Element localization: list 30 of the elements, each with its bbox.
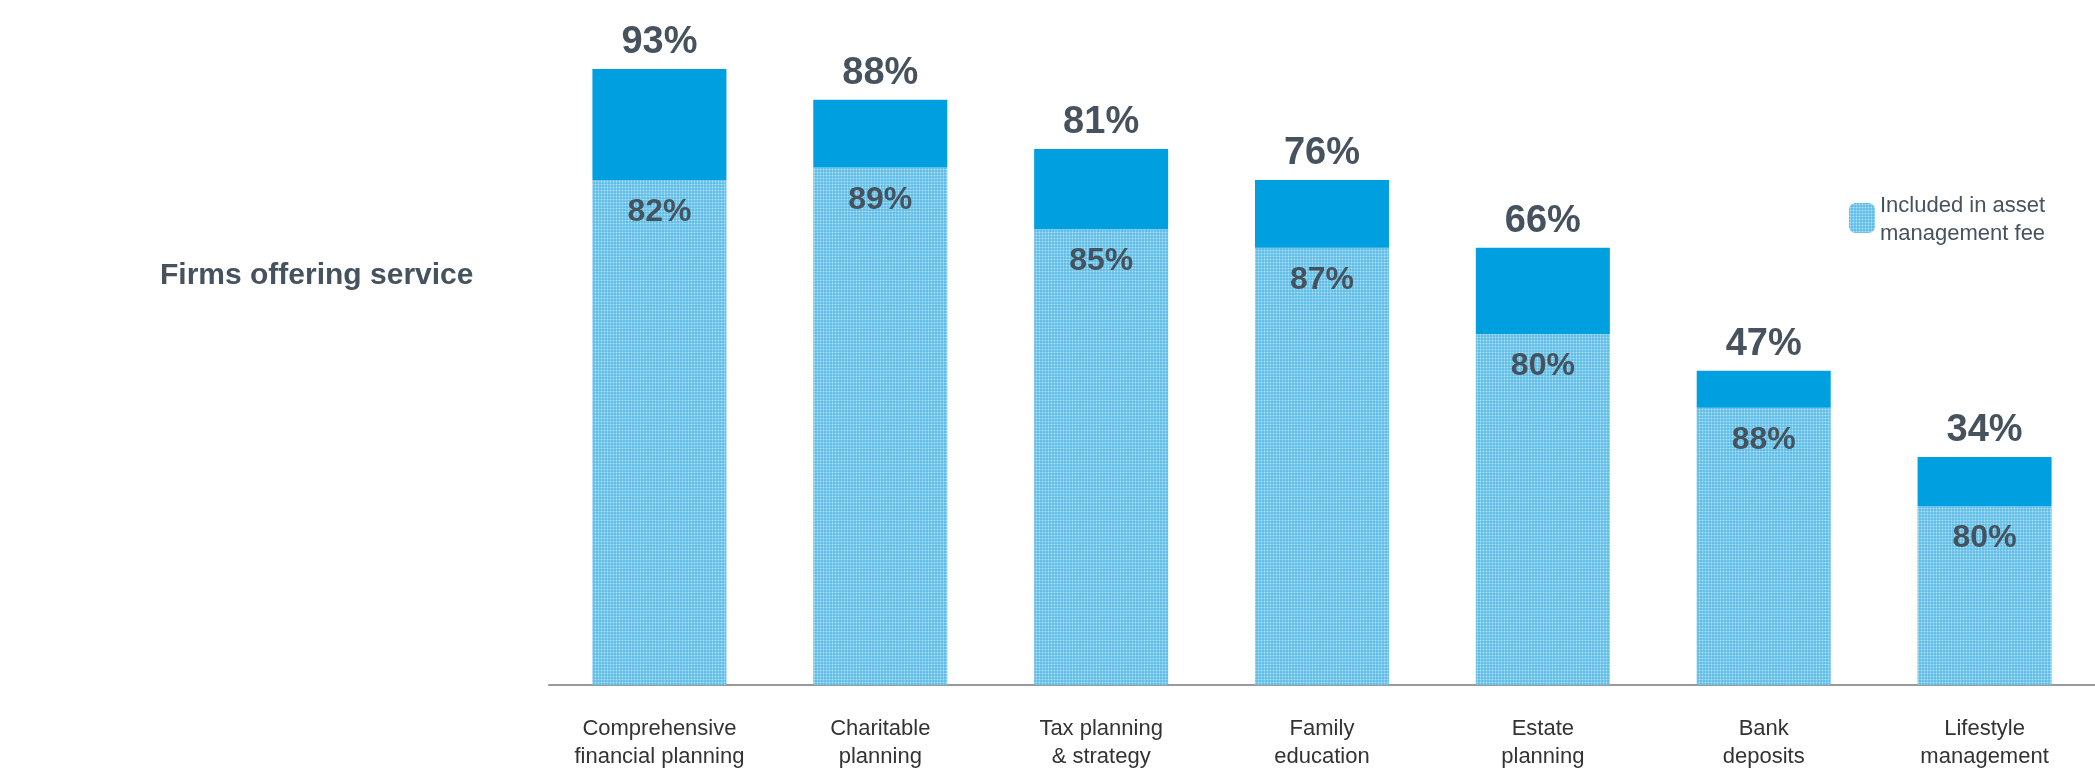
bar [1255, 179, 1389, 248]
x-tick-label: Bank deposits [1722, 714, 1805, 768]
annotation: 34% [1946, 407, 2023, 450]
x-tick-label: Lifestyle management [1920, 714, 2049, 768]
x-tick-label: Family education [1274, 714, 1370, 768]
x-tick-label: Comprehensive financial planning [574, 714, 745, 768]
annotation: 80% [1510, 345, 1575, 382]
x-tick-label: Charitable planning [830, 714, 931, 768]
annotation: 80% [1952, 518, 2017, 555]
annotation: 82% [627, 191, 692, 228]
bar [813, 99, 948, 168]
bar [1917, 457, 2052, 507]
bar [1034, 149, 1169, 230]
bar [1475, 247, 1610, 334]
x-tick-label: Tax planning & strategy [1039, 714, 1163, 768]
annotation: 89% [848, 179, 913, 216]
annotation: 66% [1504, 197, 1581, 240]
annotation: 93% [621, 19, 698, 61]
annotation: 76% [1283, 129, 1361, 172]
annotation: 47% [1725, 320, 1802, 363]
annotation: 87% [1289, 259, 1355, 296]
annotation: 85% [1069, 241, 1134, 278]
annotation: 88% [1731, 419, 1796, 456]
annotation: 88% [842, 49, 919, 92]
bar [1696, 370, 1831, 408]
y-axis-title: Firms offering service [160, 256, 474, 290]
legend-label: Included in asset management fee [1880, 191, 2052, 245]
annotation: 81% [1063, 99, 1140, 142]
bar [592, 69, 727, 180]
x-tick-label: Estate planning [1501, 714, 1585, 768]
